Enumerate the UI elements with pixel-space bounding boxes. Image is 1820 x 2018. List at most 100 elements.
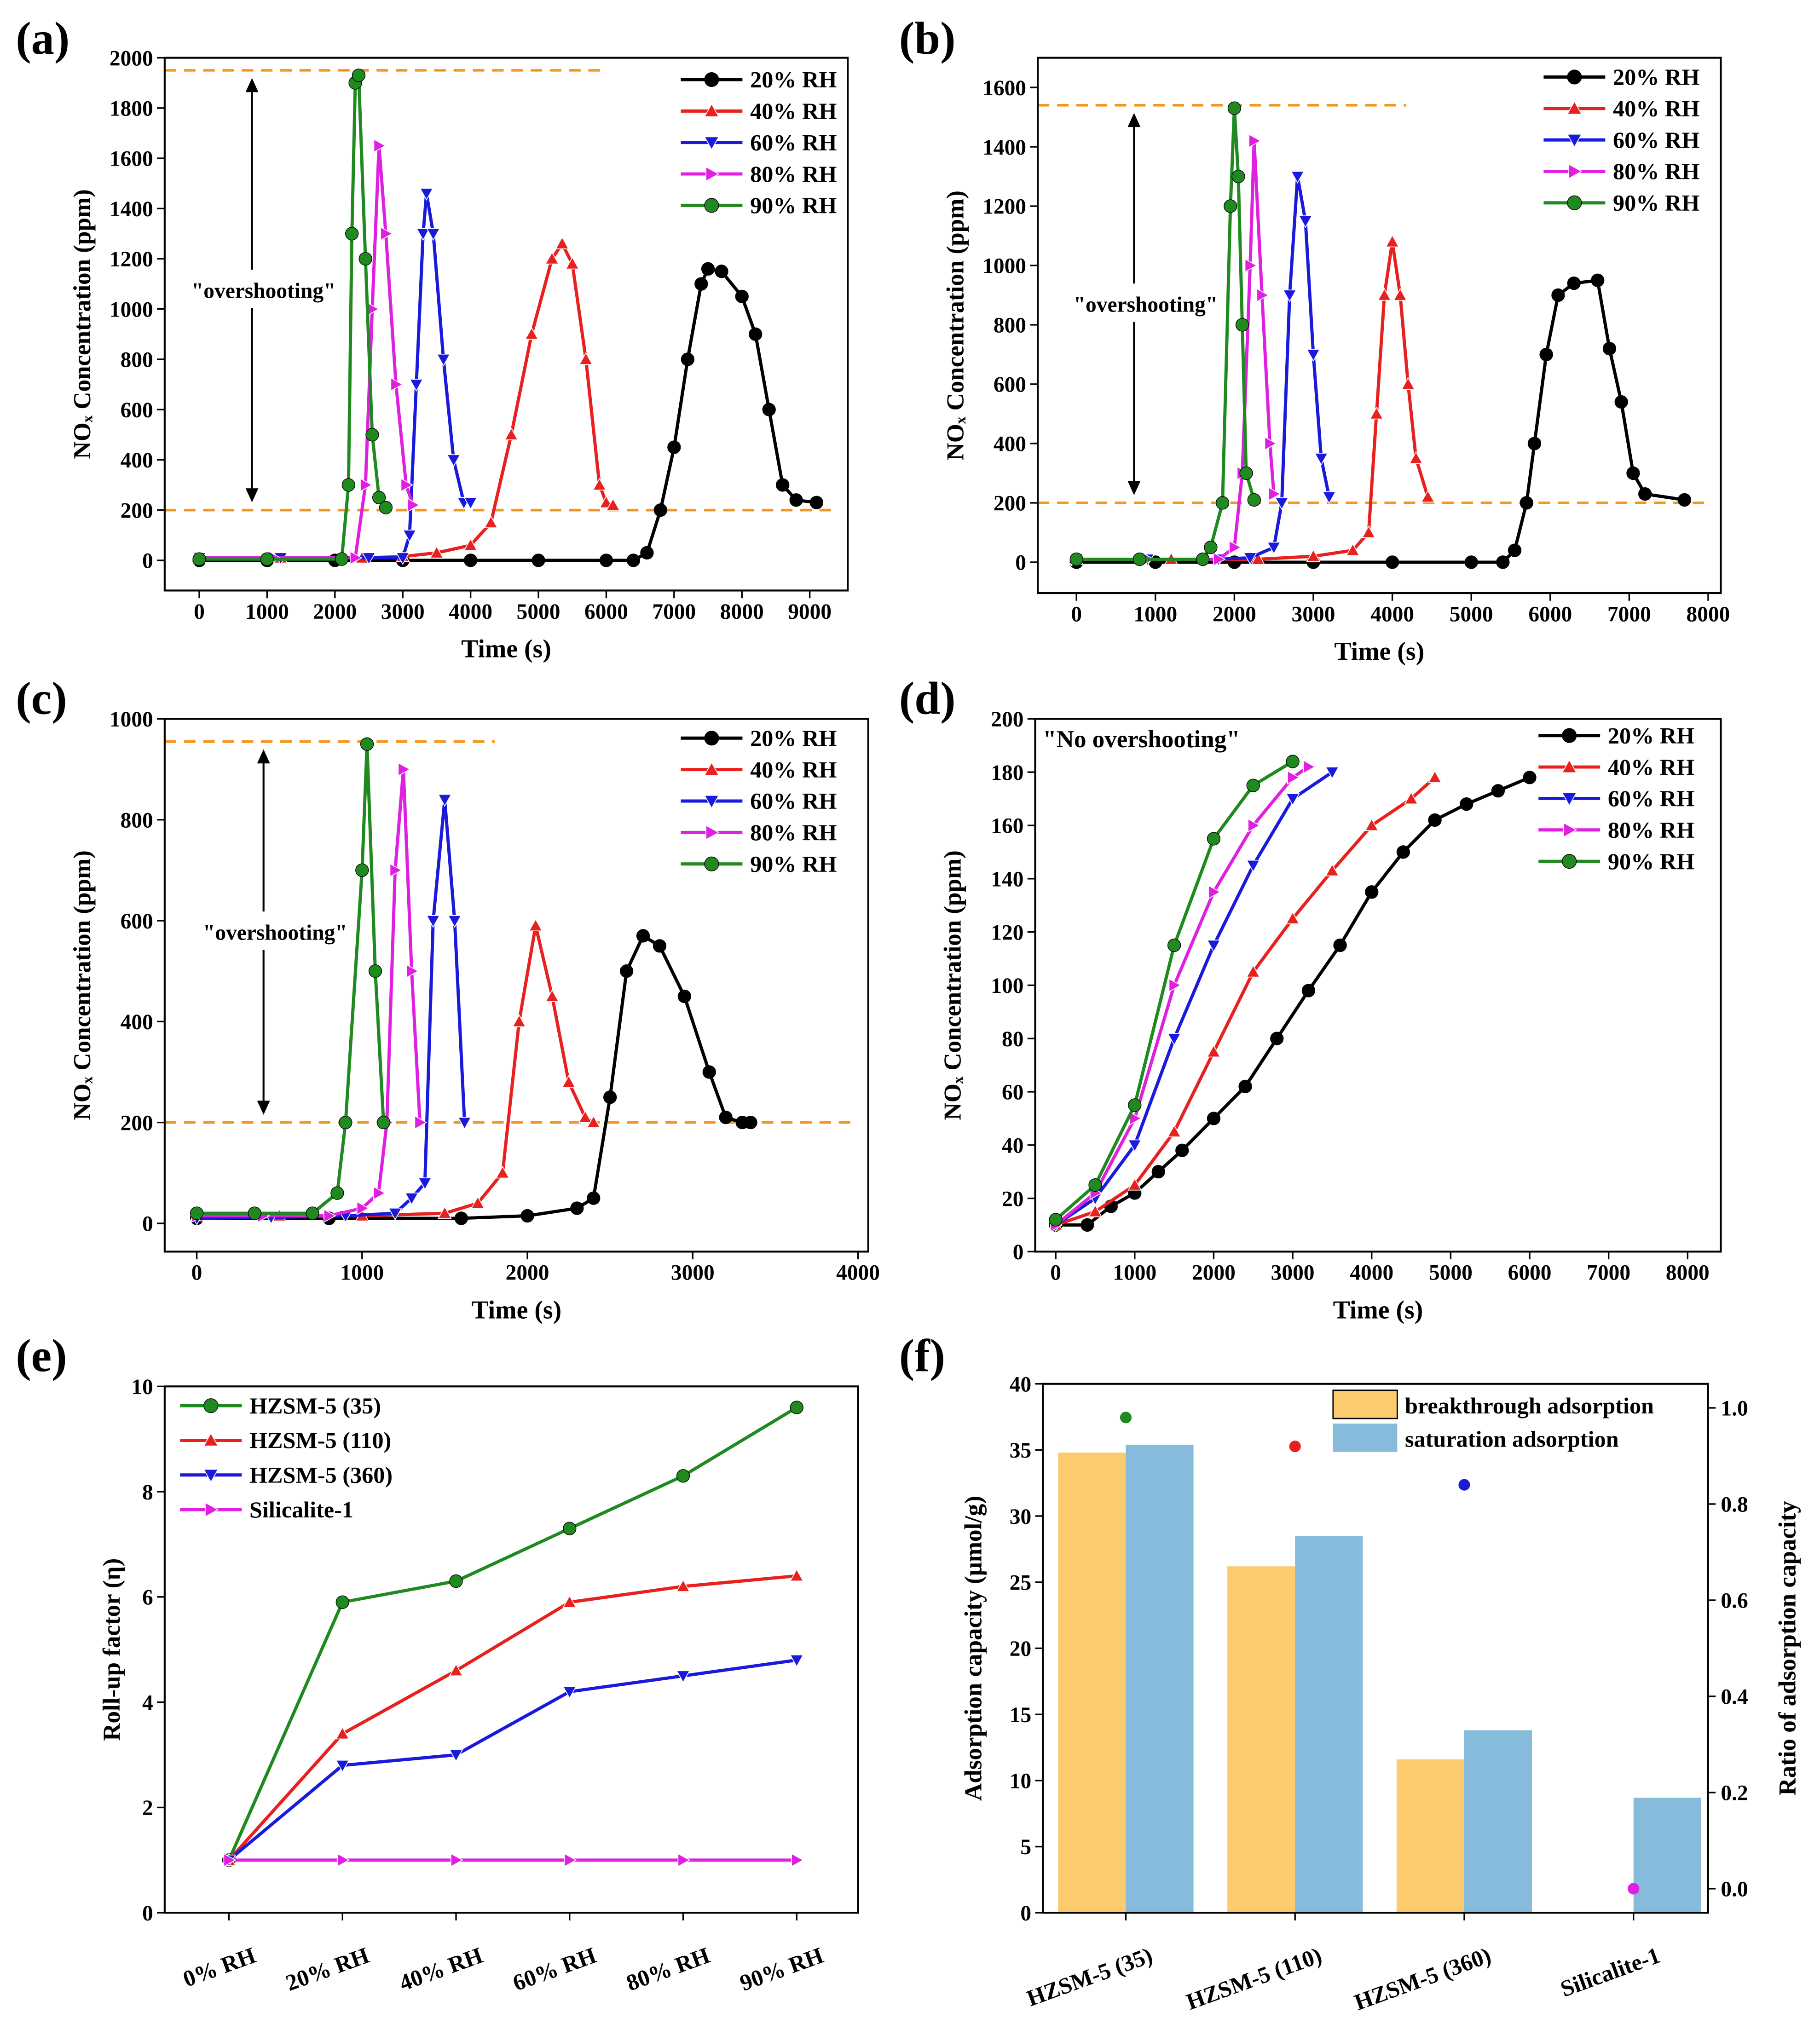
x-tick-label: 2000	[506, 1261, 549, 1285]
data-point	[1207, 940, 1221, 953]
data-point	[524, 327, 539, 340]
data-point	[1286, 755, 1300, 768]
x-tick-label: 8000	[1687, 602, 1730, 626]
ratio-point	[1458, 1479, 1470, 1491]
data-point	[1567, 277, 1581, 290]
data-point	[352, 69, 366, 82]
y-axis-label: NOₓ Concentration (ppm)	[942, 190, 969, 460]
data-point	[365, 428, 379, 442]
series-line	[196, 925, 595, 1217]
x-axis-label: Time (s)	[1334, 637, 1424, 666]
data-point	[358, 252, 372, 266]
y-tick-label: 2000	[110, 46, 153, 70]
data-point	[715, 265, 728, 278]
legend-label: 90% RH	[1613, 190, 1699, 216]
data-point	[1460, 797, 1473, 811]
y-right-tick-label: 0.0	[1721, 1878, 1748, 1902]
data-point	[1196, 552, 1210, 566]
data-point	[555, 236, 569, 249]
data-point	[306, 1206, 319, 1220]
data-point	[495, 1165, 510, 1179]
y-axis-label: Adsorption capacity (μmol/g)	[960, 1496, 987, 1801]
data-point	[586, 1115, 601, 1128]
y-tick-label: 400	[121, 1010, 153, 1034]
x-tick-label: 2000	[1192, 1261, 1236, 1285]
data-point	[192, 552, 206, 566]
legend-label: HZSM-5 (110)	[249, 1427, 391, 1453]
data-point	[373, 138, 387, 153]
y-tick-label: 1400	[982, 136, 1026, 160]
data-point	[1151, 1165, 1165, 1179]
data-point	[463, 497, 478, 510]
data-point	[1626, 466, 1640, 480]
series-line	[1054, 765, 1310, 1227]
data-point	[1167, 1124, 1182, 1137]
data-point	[676, 1469, 690, 1483]
x-tick-label: 8000	[720, 600, 764, 624]
data-point	[451, 1853, 463, 1868]
data-point	[335, 1595, 349, 1609]
data-point	[790, 1401, 803, 1414]
data-point	[1404, 791, 1418, 805]
x-tick-label: 2000	[313, 600, 357, 624]
x-tick-label: 8000	[1666, 1261, 1710, 1285]
data-point	[677, 1853, 691, 1868]
data-point	[1243, 552, 1258, 565]
x-tick-label: 3000	[1271, 1261, 1315, 1285]
data-point	[653, 503, 668, 517]
legend-marker	[1563, 822, 1577, 838]
x-tick-label: 1000	[245, 600, 289, 624]
x-tick-label: 3000	[381, 600, 425, 624]
data-point	[449, 1574, 463, 1588]
panel-d: (d) "No overshooting" 0 20 40 60 80 100 120 140 16…	[899, 672, 1722, 1324]
data-point	[1365, 885, 1379, 899]
data-point	[1268, 487, 1281, 501]
data-point	[446, 454, 461, 467]
y-tick-label: 600	[121, 910, 153, 934]
x-tick-label: 6000	[1508, 1261, 1552, 1285]
data-point	[619, 964, 634, 978]
data-point	[379, 501, 393, 514]
annotation: "overshooting"	[203, 921, 347, 945]
data-point	[1428, 813, 1442, 827]
data-point	[1080, 1218, 1094, 1232]
legend-label: 80% RH	[1608, 817, 1694, 843]
data-point	[337, 1853, 350, 1868]
data-point	[1377, 288, 1392, 301]
data-point	[438, 1206, 452, 1219]
bar-breakthrough	[1058, 1453, 1126, 1913]
y-axis-label: Roll-up factor (η)	[98, 1558, 125, 1741]
data-point	[402, 530, 417, 542]
data-point	[1614, 395, 1628, 409]
data-point	[1602, 341, 1617, 356]
data-point	[407, 498, 421, 513]
data-point	[1325, 863, 1340, 876]
bar-breakthrough	[1396, 1759, 1464, 1913]
y-tick-label: 8	[142, 1481, 153, 1505]
data-point	[1167, 1033, 1182, 1046]
y-tick-label: 200	[121, 499, 153, 523]
legend-marker	[1567, 69, 1582, 85]
y-tick-label: 0	[1013, 1240, 1024, 1264]
y-tick-label: 20	[1010, 1637, 1031, 1661]
data-point	[1175, 1143, 1189, 1157]
x-tick-label: 3000	[1292, 602, 1335, 626]
y-tick-label: 10	[131, 1375, 153, 1399]
data-point	[677, 989, 691, 1003]
legend-label: HZSM-5 (35)	[249, 1393, 381, 1418]
y-tick-label: 0	[1020, 1902, 1031, 1926]
data-point	[563, 1522, 577, 1535]
series-line	[196, 799, 467, 1220]
series-line	[199, 75, 387, 561]
data-point	[1396, 845, 1410, 859]
x-tick-label: 4000	[1370, 602, 1414, 626]
data-point	[1464, 555, 1478, 569]
data-point	[398, 762, 411, 777]
data-point	[380, 226, 393, 241]
data-point	[447, 915, 462, 928]
x-tick-label: 4000	[1350, 1261, 1393, 1285]
data-point	[335, 552, 349, 566]
y-right-tick-label: 0.8	[1721, 1493, 1748, 1517]
data-point	[636, 929, 650, 943]
